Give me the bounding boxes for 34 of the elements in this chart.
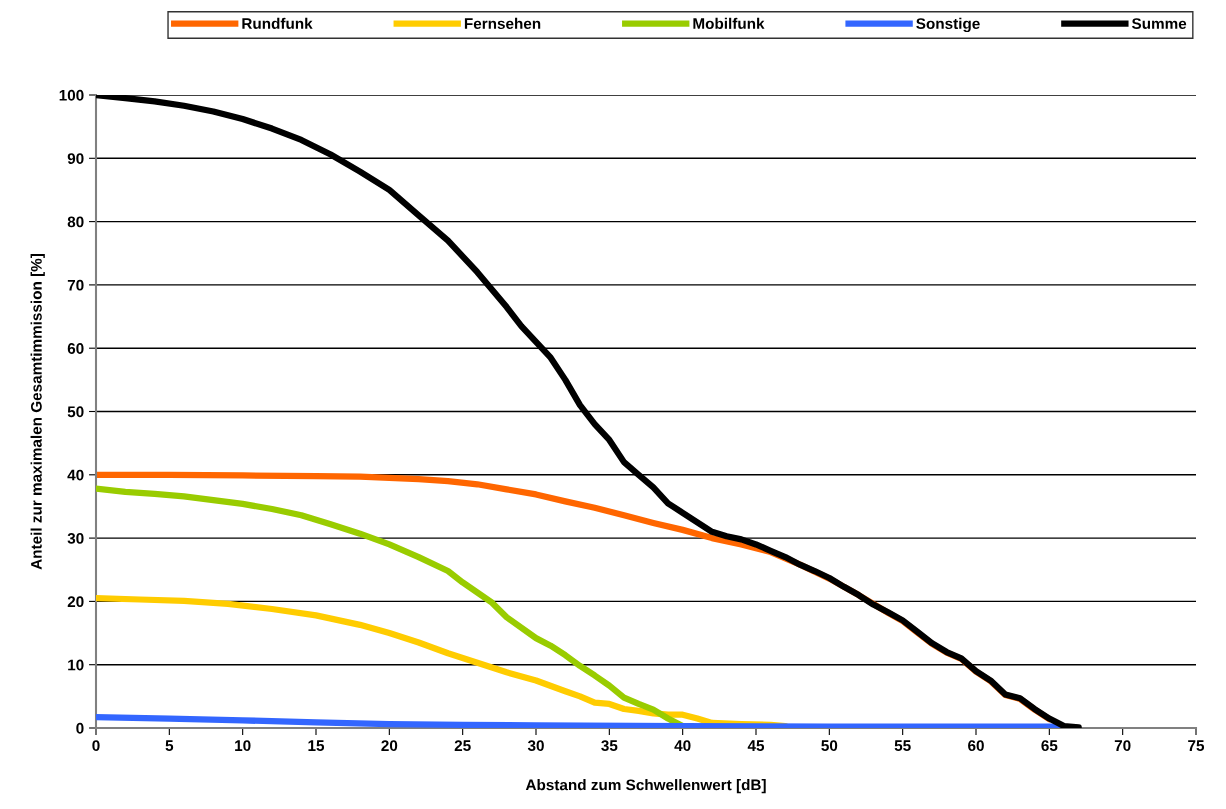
x-tick-label: 75 bbox=[1188, 740, 1205, 752]
legend-label: Rundfunk bbox=[242, 17, 313, 30]
x-tick-label: 0 bbox=[92, 740, 100, 752]
x-tick-label: 15 bbox=[308, 740, 325, 752]
x-tick-label: 55 bbox=[894, 740, 911, 752]
legend-label: Sonstige bbox=[916, 17, 980, 33]
y-tick-label: 30 bbox=[67, 532, 84, 544]
y-tick-label: 20 bbox=[67, 596, 84, 608]
y-tick-label: 60 bbox=[67, 343, 84, 354]
y-tick-label: 0 bbox=[76, 722, 84, 734]
x-tick-label: 60 bbox=[968, 740, 984, 752]
x-tick-label: 5 bbox=[165, 740, 174, 752]
x-tick-label: 70 bbox=[1114, 740, 1131, 752]
x-tick-label: 10 bbox=[235, 740, 251, 752]
y-tick-label: 100 bbox=[59, 89, 84, 101]
x-tick-label: 50 bbox=[821, 740, 838, 752]
x-tick-label: 40 bbox=[674, 740, 691, 752]
y-tick-label: 40 bbox=[67, 469, 84, 481]
y-tick-label: 90 bbox=[67, 153, 84, 164]
y-axis-title: Anteil zur maximalen Gesamtimmission [%] bbox=[30, 254, 45, 570]
y-tick-label: 80 bbox=[67, 216, 84, 228]
y-tick-label: 70 bbox=[67, 279, 84, 291]
x-tick-label: 65 bbox=[1041, 740, 1058, 752]
x-tick-label: 45 bbox=[747, 740, 765, 752]
x-tick-label: 20 bbox=[381, 740, 398, 752]
x-tick-label: 35 bbox=[601, 740, 618, 752]
y-tick-label: 50 bbox=[67, 406, 84, 418]
y-tick-label: 10 bbox=[68, 659, 84, 671]
legend-label: Fernsehen bbox=[464, 17, 541, 30]
x-axis-title: Abstand zum Schwellenwert [dB] bbox=[525, 779, 766, 794]
legend-label: Mobilfunk bbox=[693, 17, 765, 30]
legend-label: Summe bbox=[1131, 18, 1187, 30]
x-tick-label: 25 bbox=[454, 740, 471, 752]
x-tick-label: 30 bbox=[527, 740, 544, 752]
